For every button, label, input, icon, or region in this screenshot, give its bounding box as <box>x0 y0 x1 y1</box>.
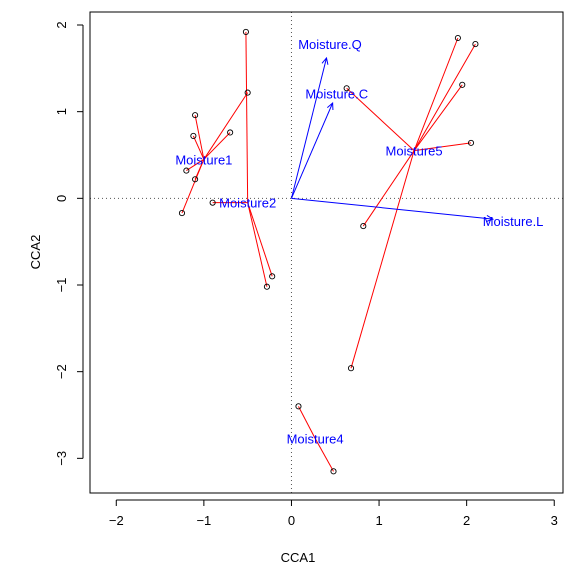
arrow-label: Moisture.C <box>305 86 368 101</box>
x-axis: −2 −1 0 1 2 3 <box>109 499 558 528</box>
group-label: Moisture1 <box>175 152 232 167</box>
site-point <box>244 89 251 96</box>
reference-lines <box>90 12 563 493</box>
arrow-label: Moisture.L <box>483 214 544 229</box>
spider-line <box>314 438 334 472</box>
group-label: Moisture4 <box>287 431 344 446</box>
spider-line <box>413 84 463 151</box>
site-point <box>242 28 249 35</box>
spider-line <box>346 87 415 152</box>
y-tick-label: 2 <box>54 21 69 28</box>
site-point <box>192 176 199 183</box>
x-tick-label: −1 <box>196 513 211 528</box>
arrow-head <box>327 101 334 111</box>
biplot-arrows <box>290 56 495 222</box>
spider-line <box>414 142 472 152</box>
site-point <box>330 468 337 475</box>
site-point <box>467 139 475 146</box>
y-tick-label: −3 <box>54 451 69 466</box>
spider-line <box>203 92 249 160</box>
site-point <box>209 199 216 206</box>
group-label: Moisture5 <box>386 144 443 159</box>
spider-line <box>194 115 205 160</box>
spider-line <box>247 202 268 287</box>
arrow-label: Moisture.Q <box>298 37 362 52</box>
group-label: Moisture2 <box>219 196 276 211</box>
arrow-shaft <box>291 197 493 220</box>
arrow-labels: Moisture.Q Moisture.C Moisture.L <box>298 37 543 229</box>
arrow-shaft <box>291 102 334 199</box>
site-point <box>454 34 461 42</box>
spider-line <box>192 135 205 160</box>
spider-line <box>247 202 273 277</box>
x-tick-label: 1 <box>375 513 382 528</box>
site-point <box>183 167 190 174</box>
y-tick-label: −1 <box>54 278 69 293</box>
site-point <box>360 223 367 230</box>
x-tick-label: 3 <box>551 513 558 528</box>
site-point <box>192 112 199 119</box>
y-axis-label: CCA2 <box>28 235 43 270</box>
site-point <box>190 132 197 139</box>
site-point <box>472 41 479 48</box>
y-tick-label: 1 <box>54 108 69 115</box>
site-point <box>343 85 350 92</box>
site-point <box>263 283 270 290</box>
arrow-shaft <box>290 57 327 199</box>
spider-line <box>362 150 415 227</box>
arrow-head <box>321 56 329 65</box>
x-tick-label: 2 <box>463 513 470 528</box>
x-tick-label: 0 <box>288 513 295 528</box>
x-axis-label: CCA1 <box>281 550 316 565</box>
site-point <box>178 210 186 217</box>
spider-line <box>203 132 231 160</box>
spider-lines <box>181 31 476 472</box>
site-points <box>178 28 479 475</box>
y-tick-label: −2 <box>54 364 69 379</box>
x-tick-label: −2 <box>109 513 124 528</box>
spider-line <box>245 31 249 203</box>
site-point <box>459 81 466 88</box>
y-tick-label: 0 <box>54 195 69 202</box>
group-centroid-labels: Moisture1 Moisture2 Moisture4 Moisture5 <box>175 144 442 447</box>
spider-line <box>298 406 316 439</box>
site-point <box>347 365 355 372</box>
spider-line <box>181 159 205 214</box>
spider-line <box>186 158 205 172</box>
site-point <box>295 403 302 410</box>
spider-line <box>413 43 476 151</box>
site-point <box>227 129 234 136</box>
arrow-head <box>486 215 495 222</box>
plot-frame <box>89 11 564 494</box>
spider-line <box>413 37 459 151</box>
spider-line <box>350 150 415 369</box>
y-axis: −3 −2 −1 0 1 2 <box>54 21 84 466</box>
site-point <box>269 273 276 280</box>
